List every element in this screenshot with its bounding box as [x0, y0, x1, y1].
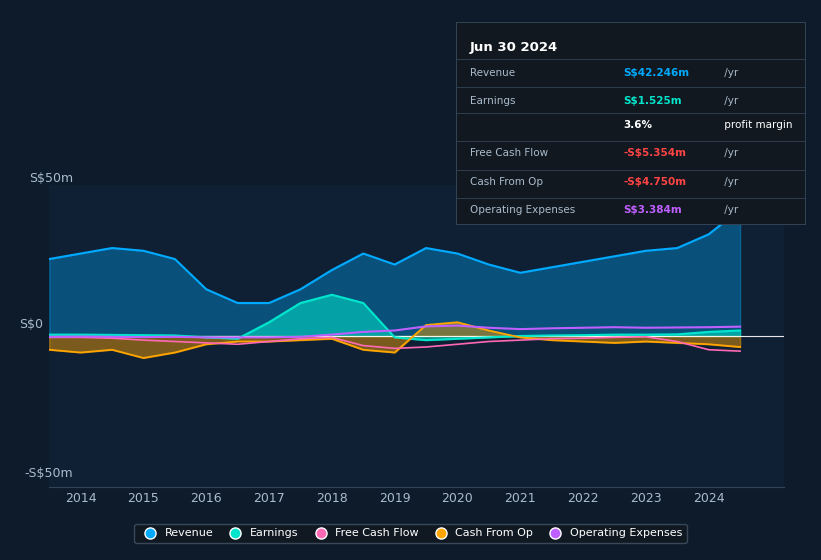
Text: -S$4.750m: -S$4.750m	[623, 176, 686, 186]
Text: S$1.525m: S$1.525m	[623, 96, 681, 106]
Text: S$0: S$0	[19, 318, 43, 330]
Text: /yr: /yr	[721, 148, 738, 158]
Text: S$42.246m: S$42.246m	[623, 68, 690, 78]
Text: -S$5.354m: -S$5.354m	[623, 148, 686, 158]
Text: profit margin: profit margin	[721, 120, 792, 130]
Text: S$50m: S$50m	[29, 172, 73, 185]
Text: Operating Expenses: Operating Expenses	[470, 205, 575, 215]
Text: S$3.384m: S$3.384m	[623, 205, 682, 215]
Text: Earnings: Earnings	[470, 96, 515, 106]
Text: Jun 30 2024: Jun 30 2024	[470, 40, 557, 54]
Text: /yr: /yr	[721, 205, 738, 215]
Text: Revenue: Revenue	[470, 68, 515, 78]
Text: /yr: /yr	[721, 176, 738, 186]
Text: /yr: /yr	[721, 68, 738, 78]
Text: Free Cash Flow: Free Cash Flow	[470, 148, 548, 158]
Text: -S$50m: -S$50m	[25, 467, 73, 480]
Legend: Revenue, Earnings, Free Cash Flow, Cash From Op, Operating Expenses: Revenue, Earnings, Free Cash Flow, Cash …	[135, 524, 686, 543]
Text: 3.6%: 3.6%	[623, 120, 652, 130]
Text: Cash From Op: Cash From Op	[470, 176, 543, 186]
Text: /yr: /yr	[721, 96, 738, 106]
